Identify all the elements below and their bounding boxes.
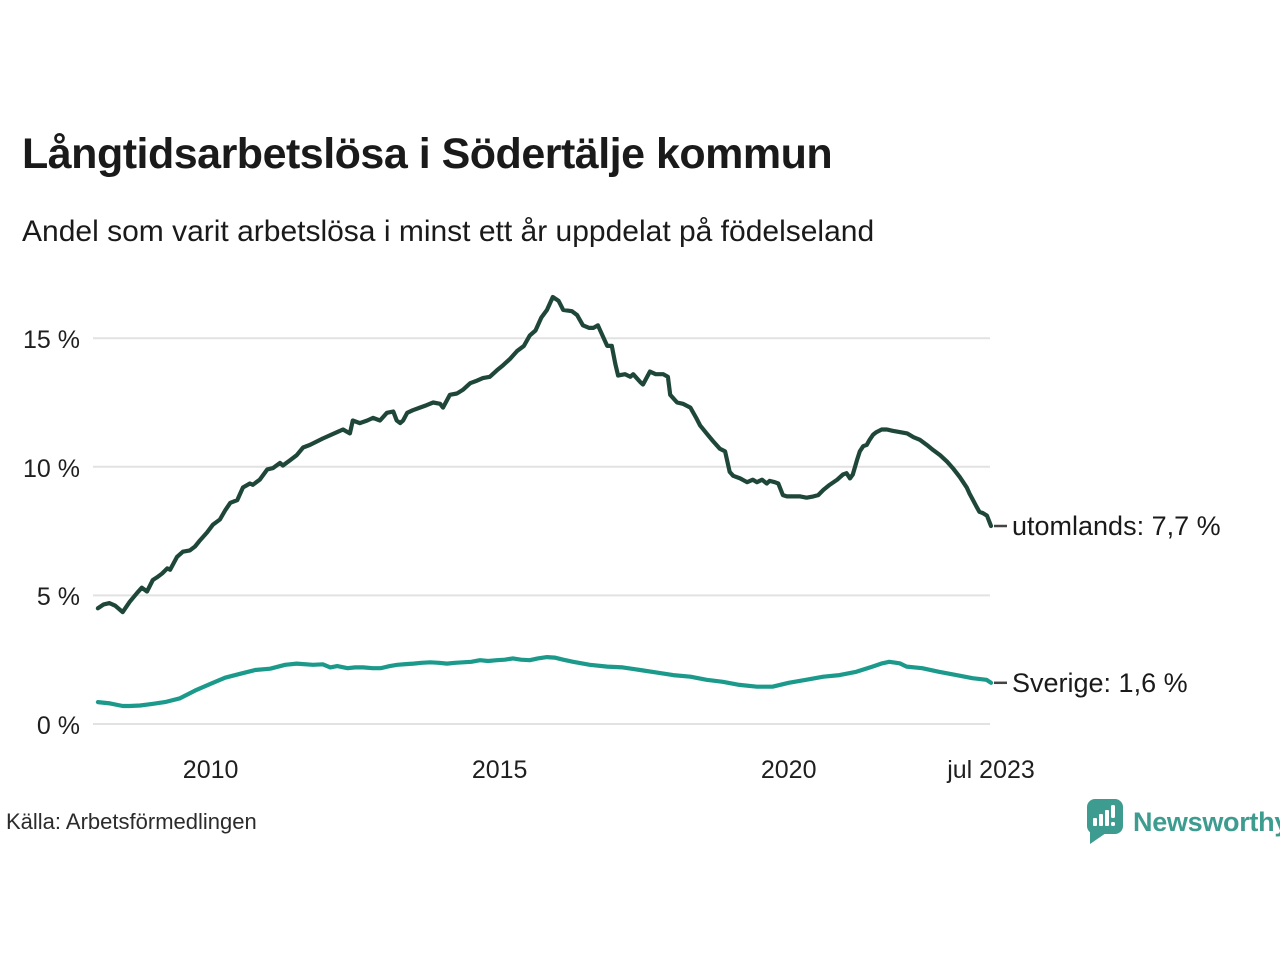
- newsworthy-bar-chart-bubble-icon: [1087, 799, 1123, 844]
- y-axis-tick-label: 5 %: [36, 583, 80, 612]
- x-axis-tick-label: jul 2023: [947, 756, 1035, 784]
- newsworthy-logo: Newsworthy: [1086, 798, 1280, 846]
- series-end-label-sverige: Sverige: 1,6 %: [1012, 667, 1188, 698]
- brand-name: Newsworthy: [1133, 806, 1280, 837]
- series-end-label-utomlands: utomlands: 7,7 %: [1012, 510, 1221, 541]
- y-axis-tick-label: 15 %: [23, 326, 80, 355]
- x-axis-tick-label: 2010: [182, 756, 239, 784]
- chart-subtitle: Andel som varit arbetslösa i minst ett å…: [22, 215, 875, 248]
- y-axis-tick-label: 10 %: [23, 454, 80, 483]
- series-line-utomlands: [95, 294, 994, 615]
- x-axis-tick-label: 2015: [471, 756, 528, 784]
- series-line-sverige: [95, 654, 994, 709]
- y-axis-tick-label: 0 %: [36, 712, 80, 740]
- source-note: Källa: Arbetsförmedlingen: [6, 809, 257, 834]
- x-axis-tick-label: 2020: [760, 756, 817, 784]
- chart-title: Långtidsarbetslösa i Södertälje kommun: [22, 130, 833, 178]
